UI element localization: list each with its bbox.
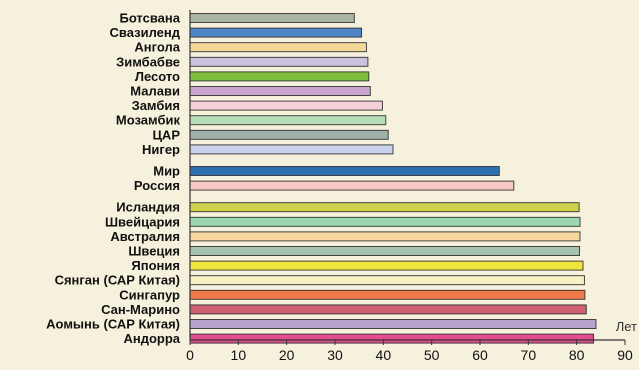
bar-1-1 [189,180,515,191]
category-label-0-9: Нигер [142,142,180,157]
bar-0-2 [189,42,367,53]
bar-0-5 [189,86,371,96]
category-label-2-4: Япония [131,258,180,273]
category-label-2-9: Андорра [123,331,180,346]
category-label-0-6: Замбия [132,98,180,113]
x-tick-label-3: 30 [327,347,343,363]
bar-2-7 [189,304,587,315]
category-label-0-2: Ангола [134,40,180,55]
bar-1-0 [189,166,500,176]
x-tick-label-2: 20 [279,347,295,363]
bar-0-7 [189,115,387,126]
category-label-2-8: Аомынь (САР Китая) [46,317,180,332]
category-label-2-0: Исландия [116,200,180,215]
bar-0-0 [189,13,355,23]
bar-2-3 [189,246,581,256]
bar-0-9 [189,144,394,155]
category-label-2-6: Сингапур [119,287,180,302]
bar-2-1 [189,216,581,227]
bar-0-1 [189,27,363,38]
x-tick-label-9: 90 [617,347,633,363]
category-label-0-3: Зимбабве [116,54,180,69]
bar-0-4 [189,71,370,82]
x-tick-label-6: 60 [472,347,488,363]
category-label-1-1: Россия [134,178,180,193]
category-label-2-5: Сянган (САР Китая) [55,273,180,288]
x-tick-label-0: 0 [186,347,194,363]
category-label-0-1: Свазиленд [110,25,181,40]
bar-2-5 [189,275,585,286]
bar-2-8 [189,319,597,329]
x-tick-label-4: 40 [376,347,392,363]
category-labels: БотсванаСвазилендАнголаЗимбабвеЛесотоМал… [46,11,181,347]
bar-2-4 [189,260,584,271]
x-tick-label-1: 10 [231,347,247,363]
bar-2-2 [189,231,581,242]
x-axis-unit-label: Лет [616,319,637,334]
category-label-0-0: Ботсвана [119,11,180,26]
category-label-0-8: ЦАР [152,127,180,142]
bar-2-6 [189,289,586,300]
category-label-0-5: Малави [130,84,180,99]
category-label-2-3: Швеция [128,244,180,259]
bars-layer [189,13,597,344]
category-label-1-0: Мир [153,164,180,179]
category-label-2-7: Сан-Марино [101,302,180,317]
bar-2-0 [189,202,580,213]
bar-0-8 [189,129,389,140]
x-tick-label-5: 50 [424,347,440,363]
category-label-2-2: Австралия [110,229,180,244]
bar-2-9 [189,333,595,344]
category-label-2-1: Швейцария [105,214,180,229]
x-tick-label-8: 80 [569,347,585,363]
category-label-0-7: Мозамбик [116,113,181,128]
category-label-0-4: Лесото [135,69,180,84]
bar-0-6 [189,100,383,111]
x-tick-label-7: 70 [521,347,537,363]
x-axis-ticks: 0 10 20 30 40 50 60 70 80 90 [186,340,633,363]
bar-0-3 [189,56,369,67]
